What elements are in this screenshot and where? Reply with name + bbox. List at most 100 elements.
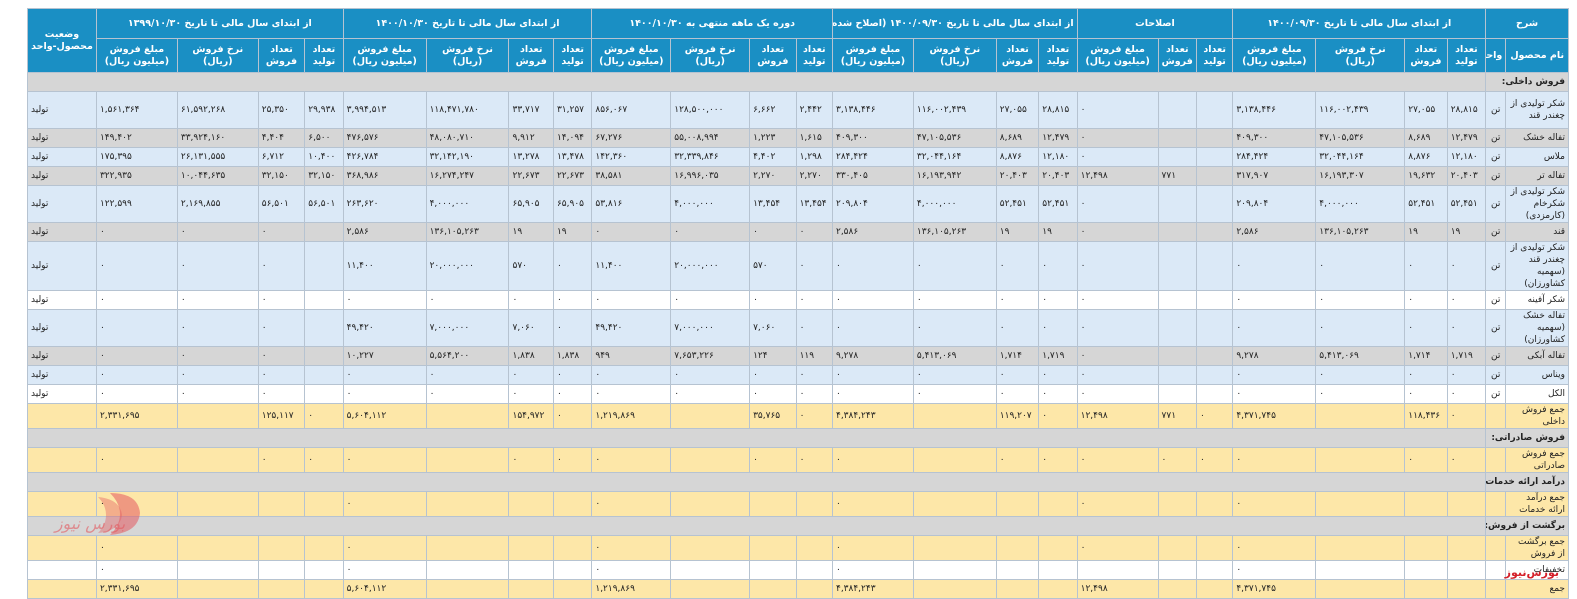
cell-value: ۱۹: [1038, 222, 1078, 242]
table-row: الکل تن ۰ ۰ ۰ ۰ ۰ ۰ ۰ ۰ ۰ ۰ ۰ ۰ ۰ ۰ ۰ ۰ ۰ ۰ ۰ ۰ تولید: [27, 384, 1569, 404]
cell-value: ۰: [831, 560, 914, 580]
cell-value: ۰: [1404, 290, 1448, 310]
cell-value: ۴,۳۷۱,۷۴۵: [1232, 403, 1317, 429]
table-row: ویناس تن ۰ ۰ ۰ ۰ ۰ ۰ ۰ ۰ ۰ ۰ ۰ ۰ ۰ ۰ ۰ ۰ ۰ ۰ ۰ ۰ تولید: [27, 365, 1569, 385]
cell-value: ۵۲,۴۵۱: [1038, 185, 1078, 223]
product-unit: تن: [1485, 290, 1507, 310]
cell-value: [1157, 560, 1197, 580]
cell-value: ۰: [1232, 365, 1317, 385]
cell-value: ۵۳,۸۱۶: [591, 185, 672, 223]
product-unit: تن: [1485, 147, 1507, 167]
cell-value: ۰: [508, 384, 554, 404]
cell-value: ۴,۰۰۰,۰۰۰: [912, 185, 997, 223]
cell-value: ۵۵,۰۰۸,۹۹۴: [670, 128, 751, 148]
cell-value: [1446, 535, 1487, 561]
cell-value: ۰: [795, 384, 833, 404]
cell-value: ۲,۳۳۱,۶۹۵: [95, 579, 178, 599]
cell-value: [508, 535, 554, 561]
cell-value: ۱۶,۲۷۴,۲۴۷: [425, 166, 510, 186]
product-unit: تن: [1485, 91, 1507, 129]
cell-value: ۱۶,۱۹۳,۹۴۲: [912, 166, 997, 186]
cell-value: ۱۱۹,۲۰۷: [995, 403, 1040, 429]
product-name: شکر تولیدی از چغندر قند (سهمیه کشاورزان): [1505, 241, 1569, 291]
cell-value: ۱۴۹,۴۰۲: [95, 128, 178, 148]
cell-value: [1404, 491, 1448, 517]
cell-value: [552, 560, 593, 580]
product-status: تولید: [27, 128, 97, 148]
cell-value: ۰: [1076, 128, 1159, 148]
table-row: تفاله تر تن ۲۰,۴۰۳ ۱۹,۶۳۲ ۱۶,۱۹۳,۳۰۷ ۳۱۷,۹۰۷ ۷…: [27, 166, 1569, 186]
cell-value: ۰: [257, 384, 306, 404]
cell-value: ۰: [342, 365, 427, 385]
cell-value: ۵,۴۱۳,۰۶۹: [1315, 346, 1406, 366]
cell-value: ۶۵,۹۰۵: [552, 185, 593, 223]
cell-value: [1315, 403, 1406, 429]
cell-value: ۴,۰۰۰,۰۰۰: [425, 185, 510, 223]
cell-value: ۰: [95, 365, 178, 385]
cell-value: ۰: [425, 384, 510, 404]
cell-value: ۰: [304, 447, 344, 473]
cell-value: ۰: [995, 290, 1040, 310]
cell-value: [257, 560, 306, 580]
cell-value: ۳۳,۷۱۷: [508, 91, 554, 129]
cell-value: ۰: [1076, 185, 1159, 223]
cell-value: ۰: [995, 309, 1040, 347]
cell-value: ۱۲۲,۵۹۹: [95, 185, 178, 223]
cell-value: ۰: [176, 222, 259, 242]
sales-report: شرح از ابتدای سال مالی تا تاریخ ۱۴۰۰/۰۹/…: [26, 8, 1569, 599]
cell-value: ۱,۲۹۸: [795, 147, 833, 167]
cell-value: [795, 579, 833, 599]
cell-value: [257, 535, 306, 561]
product-unit: [1485, 535, 1507, 561]
cell-value: ۱,۷۱۴: [1404, 346, 1448, 366]
cell-value: ۴,۳۸۴,۲۴۳: [831, 579, 914, 599]
cell-value: [670, 535, 751, 561]
cell-value: ۰: [831, 535, 914, 561]
product-status: تولید: [27, 147, 97, 167]
cell-value: ۰: [1076, 346, 1159, 366]
product-unit: تن: [1485, 128, 1507, 148]
cell-value: [1157, 222, 1197, 242]
cell-value: [304, 222, 344, 242]
cell-value: ۹,۹۱۲: [508, 128, 554, 148]
product-name: شکر آفینه: [1505, 290, 1569, 310]
cell-value: ۰: [257, 447, 306, 473]
cell-value: ۱۴,۰۹۴: [552, 128, 593, 148]
cell-value: ۲۰,۴۰۳: [1446, 166, 1487, 186]
cell-value: ۰: [795, 241, 833, 291]
cell-value: ۱۲,۴۷۹: [1038, 128, 1078, 148]
cell-value: ۴۹,۴۲۰: [342, 309, 427, 347]
cell-value: [304, 346, 344, 366]
cell-value: ۰: [1076, 447, 1159, 473]
cell-value: ۰: [257, 222, 306, 242]
table-row: جمع فروش صادراتی ۰ ۰ ۰ ۰ ۰ ۰ ۰ ۰ ۰ ۰ ۰ ۰ ۰ ۰ ۰ ۰ ۰ ۰: [27, 447, 1569, 473]
cell-value: ۸,۸۷۶: [1404, 147, 1448, 167]
cell-value: ۰: [670, 222, 751, 242]
section-row: برگشت از فروش:: [26, 516, 1569, 536]
cell-value: ۳,۱۳۸,۴۴۶: [1232, 91, 1317, 129]
cell-value: ۰: [831, 491, 914, 517]
cell-value: [1315, 560, 1406, 580]
cell-value: ۶,۷۱۲: [257, 147, 306, 167]
cell-value: [425, 447, 510, 473]
cell-value: ۰: [591, 535, 672, 561]
header-col-prod-qty-2: تعداد تولید: [1038, 38, 1078, 73]
cell-value: ۵,۴۱۳,۰۶۹: [912, 346, 997, 366]
cell-value: ۱,۲۲۳: [749, 128, 797, 148]
table-row: تخفیفات ۰ ۰ ۰ ۰ ۰: [27, 560, 1569, 580]
cell-value: [1157, 535, 1197, 561]
cell-value: ۰: [176, 384, 259, 404]
cell-value: ۱۱۶,۰۰۲,۴۳۹: [912, 91, 997, 129]
table-row: جمع ۴,۳۷۱,۷۴۵ ۱۲,۴۹۸ ۴,۳۸۴,۲۴۳ ۱,۲۱۹,۸۶۹ ۵,۶۰…: [27, 579, 1569, 599]
cell-value: ۰: [176, 241, 259, 291]
cell-value: ۰: [1446, 384, 1487, 404]
cell-value: [749, 560, 797, 580]
cell-value: ۵۲,۴۵۱: [1446, 185, 1487, 223]
cell-value: ۰: [795, 365, 833, 385]
cell-value: ۰: [1446, 309, 1487, 347]
cell-value: ۱۶,۱۹۳,۳۰۷: [1315, 166, 1406, 186]
cell-value: ۰: [1404, 309, 1448, 347]
cell-value: [1195, 560, 1234, 580]
cell-value: ۲,۵۸۶: [342, 222, 427, 242]
cell-value: [1157, 128, 1197, 148]
